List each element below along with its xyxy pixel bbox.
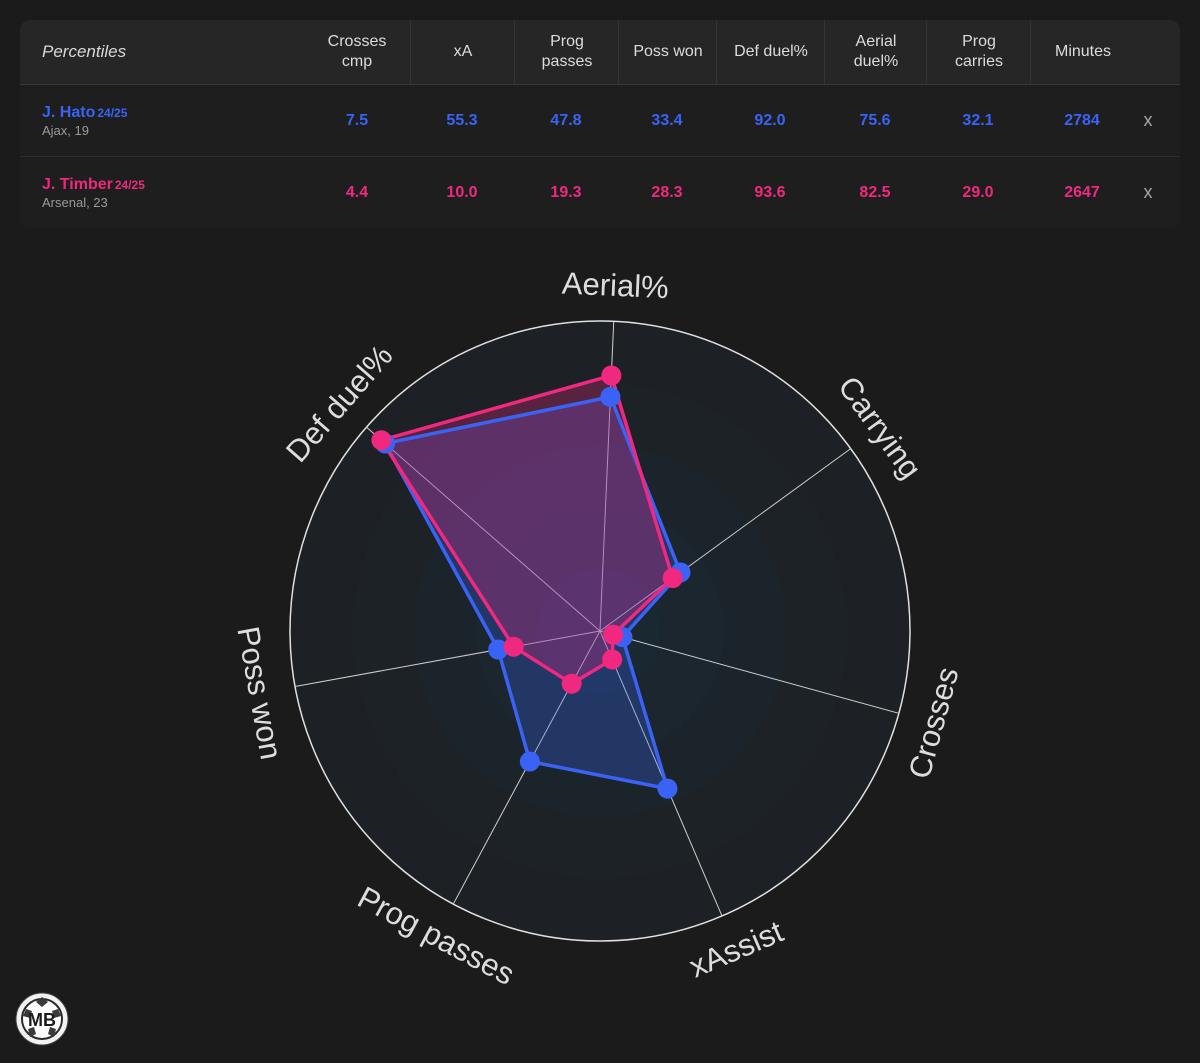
value-xa: 55.3 [446, 111, 478, 129]
player-info: J. Timber 24/25 Arsenal, 23 [42, 157, 145, 228]
value-crosses: 4.4 [345, 183, 369, 201]
series-area-j-timber [381, 375, 673, 684]
table-row: J. Hato 24/25 Ajax, 19 7.5 55.3 47.8 33.4… [20, 85, 1180, 157]
value-minutes: 2647 [1064, 183, 1100, 201]
percentiles-label: Percentiles [42, 42, 127, 61]
column-header-prog-passes[interactable]: Prog passes [514, 20, 619, 84]
player-club-age: Arsenal, 23 [42, 194, 108, 210]
player-season: 24/25 [114, 177, 145, 192]
table-row: J. Timber 24/25 Arsenal, 23 4.4 10.0 19.3… [20, 157, 1180, 228]
player-name[interactable]: J. Timber [42, 175, 113, 193]
radar-spoke [599, 448, 851, 632]
column-header-poss-won[interactable]: Poss won [618, 20, 717, 84]
value-def-duel: 92.0 [754, 111, 786, 129]
series-area-j-hato [385, 396, 681, 789]
value-aerial-duel: 82.5 [859, 183, 891, 201]
value-poss-won: 33.4 [651, 111, 683, 129]
data-point-j-timber-poss-won[interactable] [503, 636, 524, 657]
axis-label-aerial-: Aerial% [561, 265, 669, 305]
mb-logo-icon: MB [15, 992, 69, 1046]
data-point-j-timber-crosses[interactable] [603, 624, 624, 645]
data-point-j-hato-poss-won[interactable] [488, 639, 509, 660]
remove-player-button[interactable]: x [1143, 182, 1153, 202]
player-info: J. Hato 24/25 Ajax, 19 [42, 85, 127, 156]
remove-player-button[interactable]: x [1143, 110, 1153, 130]
data-point-j-hato-aerial-[interactable] [600, 386, 621, 407]
radar-spoke [599, 630, 723, 917]
percentiles-table: Percentiles Crosses cmp xA Prog passes Pos… [20, 20, 1180, 228]
value-prog-carries: 32.1 [962, 111, 994, 129]
axis-label-poss-won: Poss won [230, 624, 289, 763]
column-header-def-duel[interactable]: Def duel% [716, 20, 825, 84]
value-xa: 10.0 [446, 183, 478, 201]
series-line-j-timber [379, 373, 675, 686]
column-header-prog-carries[interactable]: Prog carries [926, 20, 1031, 84]
value-prog-passes: 19.3 [550, 183, 582, 201]
radar-spoke [366, 426, 601, 632]
player-name[interactable]: J. Hato [42, 103, 96, 121]
column-header-crosses[interactable]: Crosses cmp [327, 33, 387, 70]
column-header-aerial-duel[interactable]: Aerial duel% [824, 20, 927, 84]
value-prog-carries: 29.0 [962, 183, 994, 201]
column-header-minutes[interactable]: Minutes [1030, 20, 1135, 84]
data-point-j-timber-prog-passes[interactable] [561, 673, 582, 694]
radar-spoke [599, 630, 900, 714]
data-point-j-timber-carrying[interactable] [662, 568, 683, 589]
axis-label-crosses: Crosses [902, 663, 966, 782]
value-poss-won: 28.3 [651, 183, 683, 201]
player-club-age: Ajax, 19 [42, 122, 89, 138]
value-crosses: 7.5 [345, 111, 369, 129]
value-minutes: 2784 [1064, 111, 1100, 129]
radar-spoke [294, 630, 601, 688]
data-point-j-hato-prog-passes[interactable] [519, 751, 540, 772]
value-def-duel: 93.6 [754, 183, 786, 201]
logo-text: MB [28, 1010, 56, 1030]
column-header-xa[interactable]: xA [410, 20, 515, 84]
value-prog-passes: 47.8 [550, 111, 582, 129]
data-point-j-timber-xassist[interactable] [602, 649, 623, 670]
data-point-j-timber-aerial-[interactable] [601, 365, 622, 386]
data-point-j-timber-def-duel-[interactable] [371, 430, 392, 451]
mb-logo: MB [14, 991, 70, 1047]
table-header: Percentiles Crosses cmp xA Prog passes Pos… [20, 20, 1180, 85]
player-season: 24/25 [97, 105, 128, 120]
value-aerial-duel: 75.6 [859, 111, 891, 129]
data-point-j-hato-xassist[interactable] [657, 778, 678, 799]
radar-outer-circle [289, 320, 911, 942]
